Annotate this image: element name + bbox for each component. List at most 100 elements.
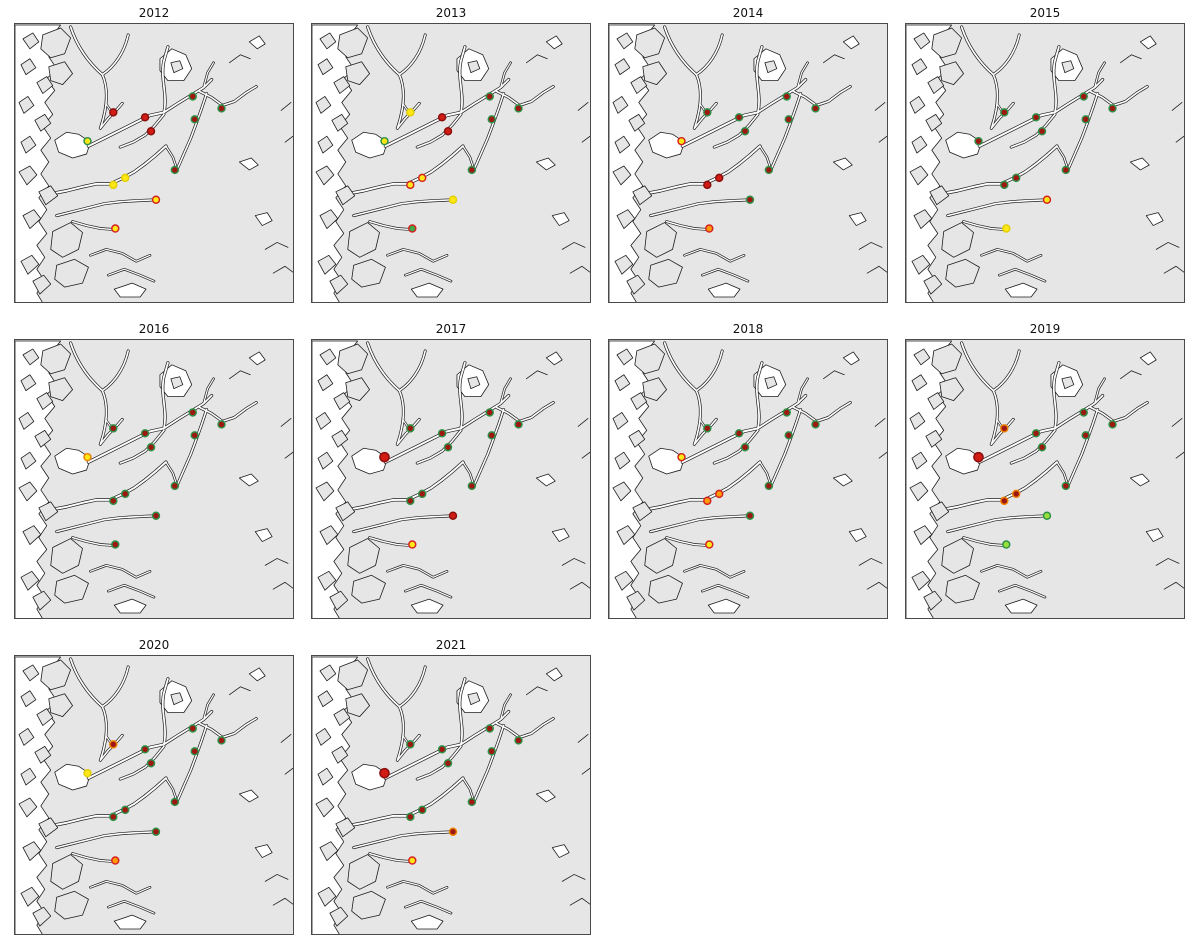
station-marker-S10	[109, 812, 118, 822]
station-markers	[379, 408, 523, 549]
station-marker-S3	[784, 431, 793, 440]
map-canvas	[312, 24, 590, 302]
map-panel-2021: 2021	[311, 638, 591, 940]
map-canvas	[312, 340, 590, 618]
map-frame	[14, 655, 294, 935]
station-marker-S3	[487, 431, 496, 440]
station-marker-S8	[677, 136, 686, 146]
station-marker-S2	[514, 104, 523, 113]
map-canvas	[15, 24, 293, 302]
station-marker-S3	[1081, 431, 1090, 440]
map-frame	[905, 23, 1185, 303]
station-marker-S2	[1108, 420, 1117, 429]
station-marker-S2	[217, 420, 226, 429]
station-marker-S9	[417, 805, 427, 815]
station-marker-S7	[740, 443, 750, 452]
station-marker-S9	[714, 489, 724, 499]
station-marker-S5	[1000, 424, 1009, 433]
station-marker-S3	[487, 747, 496, 756]
panel-title: 2014	[732, 6, 764, 20]
station-marker-S4	[1061, 481, 1071, 491]
station-marker-S1	[485, 92, 494, 101]
station-marker-S7	[443, 127, 453, 136]
station-marker-S6	[437, 113, 447, 122]
map-panel-2014: 2014	[608, 6, 888, 308]
station-marker-S11	[1042, 195, 1052, 204]
station-marker-S4	[764, 165, 774, 175]
station-marker-S4	[170, 797, 180, 807]
station-marker-S9	[714, 173, 724, 183]
map-frame	[14, 23, 294, 303]
station-marker-S7	[740, 127, 750, 136]
station-marker-S3	[487, 115, 496, 124]
station-marker-S12	[408, 856, 417, 865]
station-marker-S3	[190, 115, 199, 124]
station-marker-S4	[170, 165, 180, 175]
station-marker-S1	[188, 724, 197, 733]
station-marker-S11	[448, 511, 458, 520]
map-canvas	[609, 340, 887, 618]
station-marker-S4	[467, 797, 477, 807]
station-marker-S6	[1031, 113, 1041, 122]
panel-title: 2017	[435, 322, 467, 336]
station-marker-S10	[109, 180, 118, 190]
station-marker-S6	[140, 113, 150, 122]
station-marker-S1	[485, 724, 494, 733]
map-frame	[311, 23, 591, 303]
map-canvas	[906, 340, 1184, 618]
station-marker-S3	[190, 747, 199, 756]
map-panel-2013: 2013	[311, 6, 591, 308]
station-marker-S1	[485, 408, 494, 417]
station-marker-S7	[1037, 443, 1047, 452]
map-panel-2015: 2015	[905, 6, 1185, 308]
map-frame	[311, 339, 591, 619]
station-marker-S12	[408, 540, 417, 549]
station-marker-S12	[111, 540, 120, 549]
station-marker-S6	[140, 745, 150, 754]
station-marker-S5	[109, 424, 118, 433]
station-markers	[677, 92, 820, 233]
station-marker-S11	[151, 511, 161, 520]
station-marker-S2	[811, 420, 820, 429]
station-marker-S8	[974, 136, 983, 146]
map-canvas	[906, 24, 1184, 302]
station-marker-S4	[1061, 165, 1071, 175]
station-marker-S10	[109, 496, 118, 506]
station-marker-S6	[437, 429, 447, 438]
station-marker-S6	[437, 745, 447, 754]
station-marker-S8	[379, 767, 390, 779]
station-marker-S11	[448, 195, 458, 204]
map-canvas	[15, 656, 293, 934]
station-marker-S8	[83, 136, 92, 146]
station-marker-S8	[83, 452, 92, 462]
station-marker-S2	[1108, 104, 1117, 113]
station-marker-S7	[146, 443, 156, 452]
station-marker-S10	[1000, 496, 1009, 506]
station-marker-S11	[448, 827, 458, 836]
station-marker-S7	[146, 759, 156, 768]
station-marker-S4	[764, 481, 774, 491]
station-marker-S9	[1011, 489, 1021, 499]
map-panel-2018: 2018	[608, 322, 888, 624]
station-marker-S11	[151, 195, 161, 204]
map-panel-2016: 2016	[14, 322, 294, 624]
station-marker-S10	[406, 180, 415, 190]
map-canvas	[15, 340, 293, 618]
panel-title: 2013	[435, 6, 467, 20]
station-marker-S7	[1037, 127, 1047, 136]
station-marker-S11	[151, 827, 161, 836]
map-panel-2020: 2020	[14, 638, 294, 940]
station-marker-S5	[406, 424, 415, 433]
station-marker-S7	[443, 443, 453, 452]
station-marker-S2	[514, 736, 523, 745]
station-markers	[83, 724, 226, 865]
station-markers	[83, 408, 226, 549]
station-markers	[379, 724, 523, 865]
station-marker-S12	[705, 540, 714, 549]
station-marker-S12	[111, 856, 120, 865]
station-marker-S1	[188, 408, 197, 417]
station-marker-S9	[120, 489, 130, 499]
station-marker-S1	[1079, 408, 1088, 417]
station-marker-S1	[782, 92, 791, 101]
